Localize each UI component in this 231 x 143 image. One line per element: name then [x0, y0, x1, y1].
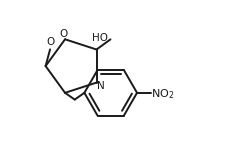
Text: HO: HO [92, 33, 108, 43]
Text: O: O [46, 37, 55, 47]
Text: N: N [97, 81, 105, 91]
Text: O: O [59, 29, 68, 39]
Text: NO$_2$: NO$_2$ [151, 87, 175, 101]
